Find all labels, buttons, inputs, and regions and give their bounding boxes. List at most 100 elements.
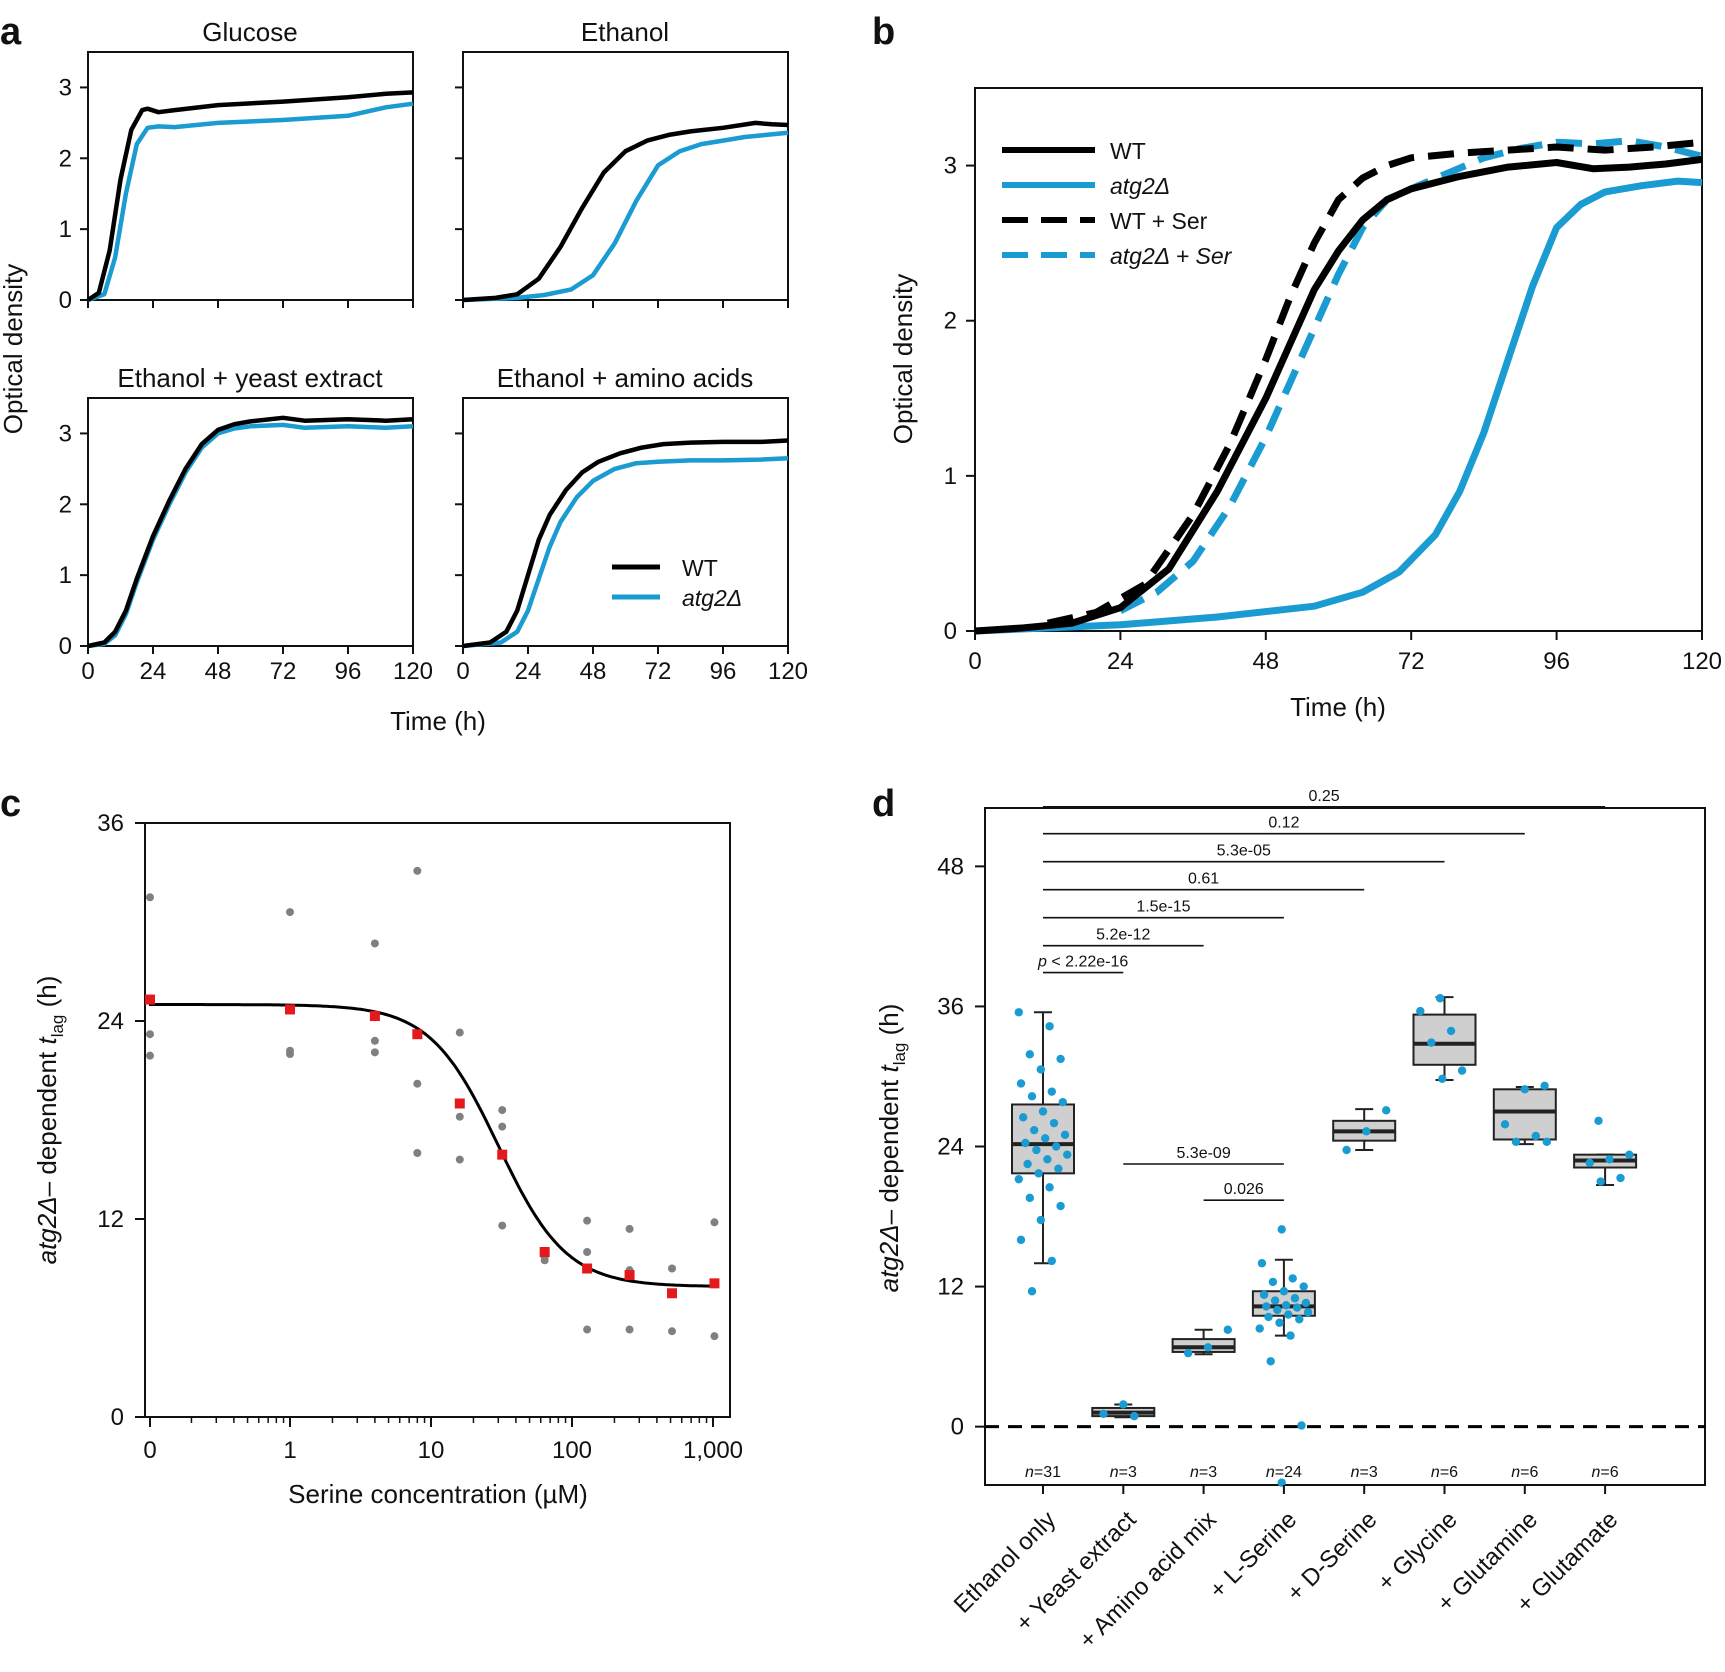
y-tick-label: 0 <box>59 287 72 314</box>
sample-size-n: n <box>1592 1464 1601 1481</box>
panel-a: a Glucose 0 1 2 3 Ethanol Ethanol + yeast e… <box>0 11 808 736</box>
series-line-wt <box>974 155 1703 635</box>
y-tick-label: 1 <box>944 463 957 490</box>
box-iqr <box>1492 1088 1557 1141</box>
x-tick-label: 24 <box>515 658 542 685</box>
replicate-point <box>146 893 154 902</box>
sample-size-label: n=24 <box>1266 1464 1302 1481</box>
replicate-point <box>413 866 422 875</box>
data-point <box>1045 1022 1054 1031</box>
mean-marker <box>145 994 155 1005</box>
data-point <box>1540 1081 1549 1091</box>
series-line-atg2 <box>974 177 1703 635</box>
sample-size-label: n=3 <box>1190 1464 1217 1481</box>
sample-size-n: n <box>1431 1464 1440 1481</box>
comparison-pvalue: 1.5e-15 <box>1136 899 1190 916</box>
sample-size-label: n=31 <box>1025 1464 1061 1481</box>
replicate-point <box>710 1332 719 1341</box>
y-tick-label: 36 <box>937 993 964 1020</box>
panel-b: b Optical density Time (h) WT atg2Δ WT +… <box>872 11 1722 722</box>
y-tick-label: 3 <box>59 74 72 101</box>
replicate-point <box>370 1036 379 1045</box>
subplot-glucose: Glucose 0 1 2 3 <box>59 17 414 314</box>
subplot-title-ethanol-amino-acids: Ethanol + amino acids <box>497 363 754 393</box>
data-point <box>1027 1092 1037 1101</box>
data-point <box>1043 1155 1052 1164</box>
x-tick-label: 48 <box>1252 648 1279 675</box>
y-axis-label: atg2Δ– dependent tlag (h) <box>32 976 67 1265</box>
replicate-point <box>583 1325 592 1334</box>
legend-label-wt-ser: WT + Ser <box>1110 208 1208 234</box>
data-point <box>1014 1174 1023 1184</box>
data-point <box>1032 1145 1041 1155</box>
data-point <box>1616 1173 1625 1183</box>
y-tick-label: 12 <box>97 1206 124 1233</box>
x-tick-label: 0 <box>81 658 94 685</box>
y-label-middle: – dependent <box>32 1045 62 1197</box>
data-point <box>1047 1256 1057 1266</box>
panel-c: c Serine concentration (µM) atg2Δ– depen… <box>0 783 743 1509</box>
sample-size-value: =6 <box>1600 1464 1618 1481</box>
x-tick-label: 120 <box>768 658 808 685</box>
data-point <box>1277 1225 1286 1234</box>
sample-size-n: n <box>1266 1464 1275 1481</box>
sample-size-label: n=3 <box>1351 1464 1378 1481</box>
x-tick-label: 120 <box>1682 648 1722 675</box>
data-point <box>1297 1421 1306 1430</box>
y-tick-label: 1 <box>59 562 72 589</box>
data-point <box>1203 1343 1213 1352</box>
series-line-wt-ser <box>1046 138 1703 627</box>
data-point <box>1056 1054 1065 1064</box>
x-tick-label: 96 <box>1543 648 1570 675</box>
sample-size-value: =6 <box>1520 1464 1538 1481</box>
data-point <box>1054 1164 1063 1173</box>
data-point <box>1290 1294 1300 1303</box>
data-point <box>1130 1411 1139 1421</box>
data-point <box>1060 1130 1070 1140</box>
data-point <box>1034 1169 1043 1178</box>
y-label-sub: lag <box>890 1043 909 1066</box>
x-tick-label: 1,000 <box>683 1437 743 1464</box>
y-label-gene: atg2Δ <box>874 1224 904 1292</box>
sample-size-label: n=6 <box>1431 1464 1458 1481</box>
data-point <box>1038 1107 1048 1116</box>
x-axis-label: Time (h) <box>390 706 486 736</box>
sample-size-label: n=6 <box>1592 1464 1619 1481</box>
series-line-wt <box>87 415 414 649</box>
x-category-label: + Amino acid mix <box>1074 1506 1222 1654</box>
x-tick-label: 72 <box>1398 648 1425 675</box>
plot-frame <box>462 397 789 647</box>
sample-size-value: =3 <box>1119 1464 1137 1481</box>
data-point <box>1299 1282 1308 1291</box>
data-point <box>1281 1301 1291 1310</box>
replicate-point <box>583 1216 592 1225</box>
x-tick-label: 0 <box>456 658 469 685</box>
pvalue-text: 0.12 <box>1268 815 1299 832</box>
replicate-point <box>370 939 379 948</box>
replicate-point <box>710 1218 719 1227</box>
data-point <box>1027 1287 1037 1296</box>
y-tick-label: 2 <box>944 308 957 335</box>
comparison-pvalue: 0.25 <box>1308 788 1339 805</box>
legend: WT atg2Δ WT + Ser atg2Δ + Ser <box>1002 138 1233 269</box>
data-point <box>1520 1085 1530 1094</box>
replicate-point <box>370 1048 379 1057</box>
replicate-point <box>625 1325 634 1334</box>
x-tick-label: 1 <box>283 1437 296 1464</box>
replicate-point <box>413 1149 422 1157</box>
data-point <box>1119 1400 1128 1409</box>
data-point <box>1016 1079 1026 1088</box>
data-point <box>1382 1106 1391 1115</box>
pvalue-text: 0.026 <box>1224 1181 1264 1198</box>
panel-label-c: c <box>0 783 21 825</box>
panel-label-b: b <box>872 11 895 53</box>
x-tick-label: 0 <box>143 1437 156 1464</box>
pvalue-text: 0.61 <box>1188 871 1219 888</box>
data-point <box>1427 1038 1436 1047</box>
comparison-pvalue: p < 2.22e-16 <box>1037 954 1128 971</box>
data-point <box>1056 1201 1065 1211</box>
data-point <box>1019 1113 1028 1122</box>
data-point <box>1585 1158 1594 1168</box>
y-tick-label: 2 <box>59 491 72 518</box>
y-tick-label: 0 <box>944 618 957 645</box>
